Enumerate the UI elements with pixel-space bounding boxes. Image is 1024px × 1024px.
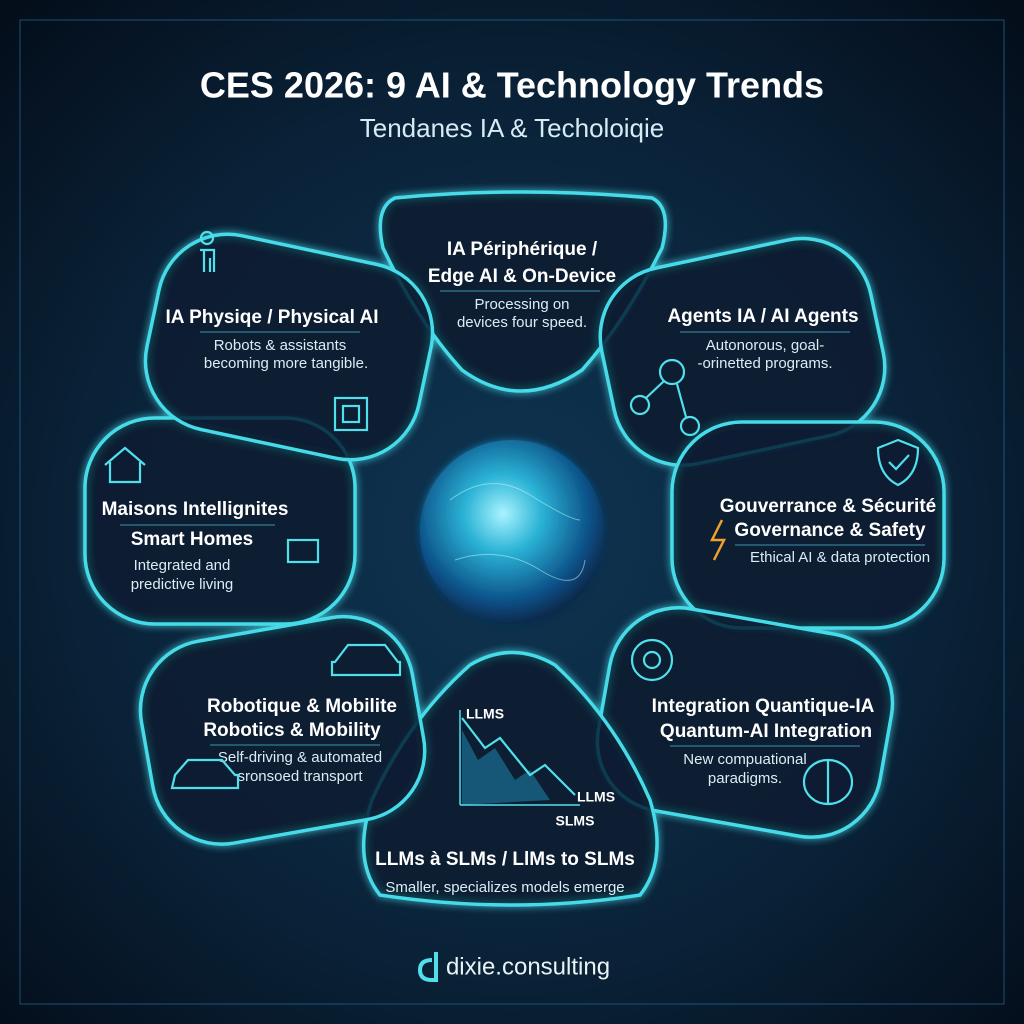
brain-icon bbox=[802, 758, 854, 806]
car-icon bbox=[170, 758, 240, 790]
car-icon bbox=[330, 643, 402, 677]
quantum-icon bbox=[630, 638, 674, 682]
shield-icon bbox=[876, 438, 920, 487]
petal-description: Autonorous, goal- bbox=[706, 337, 824, 354]
petal-title: Robotics & Mobility bbox=[203, 720, 381, 741]
petal-description: Integrated and bbox=[134, 557, 231, 574]
device-icon bbox=[286, 538, 320, 564]
home-icon bbox=[104, 446, 146, 484]
petal-title: Maisons Intellignites bbox=[102, 499, 289, 520]
llm-chart bbox=[459, 710, 580, 806]
petal-title: IA Périphérique / bbox=[447, 239, 598, 260]
frame bbox=[19, 19, 1005, 1005]
person-icon bbox=[199, 230, 216, 272]
petal-title: Edge AI & On-Device bbox=[428, 266, 616, 287]
chart-label: SLMS bbox=[556, 813, 595, 829]
petal-description: Robots & assistants bbox=[214, 337, 347, 354]
petal-title: Smart Homes bbox=[131, 529, 254, 550]
brand: dixie.consulting bbox=[446, 953, 610, 980]
globe bbox=[420, 440, 604, 624]
petal-title: LLMs à SLMs / LlMs to SLMs bbox=[375, 849, 635, 870]
petal-title: Gouverrance & Sécurité bbox=[720, 496, 936, 517]
petal bbox=[143, 232, 435, 462]
subtitle: Tendanes IA & Techoloiqie bbox=[360, 113, 665, 143]
logo bbox=[417, 952, 438, 982]
petal-description: paradigms. bbox=[708, 770, 782, 787]
title: CES 2026: 9 AI & Technology Trends bbox=[200, 65, 824, 106]
network-icon bbox=[629, 358, 701, 437]
petal-description: sronsoed transport bbox=[237, 768, 363, 785]
globe-lines bbox=[449, 483, 586, 581]
chip-icon bbox=[333, 396, 369, 432]
petal-title: Agents IA / AI Agents bbox=[667, 306, 858, 327]
petal-title: Integration Quantique-IA bbox=[652, 696, 875, 717]
petal-title: IA Physiqe / Physical AI bbox=[166, 307, 379, 328]
petal-description: devices four speed. bbox=[457, 314, 587, 331]
petal-description: New compuational bbox=[683, 751, 806, 768]
petal-description: -orinetted programs. bbox=[697, 355, 832, 372]
petal-description: becoming more tangible. bbox=[204, 355, 368, 372]
petal-description: Smaller, specializes models emerge bbox=[385, 879, 624, 896]
bolt-icon bbox=[709, 519, 727, 561]
petal-description: Self-driving & automated bbox=[218, 749, 382, 766]
petal-description: Processing on bbox=[474, 296, 569, 313]
petal-description: Ethical AI & data protection bbox=[750, 549, 930, 566]
petal-title: Quantum-AI Integration bbox=[660, 721, 872, 742]
petal-title: Governance & Safety bbox=[734, 520, 926, 541]
chart-label: LLMS bbox=[466, 706, 504, 722]
petal-title: Robotique & Mobilite bbox=[207, 696, 397, 717]
petal-description: predictive living bbox=[131, 576, 234, 593]
chart-label: LLMS bbox=[577, 789, 615, 805]
